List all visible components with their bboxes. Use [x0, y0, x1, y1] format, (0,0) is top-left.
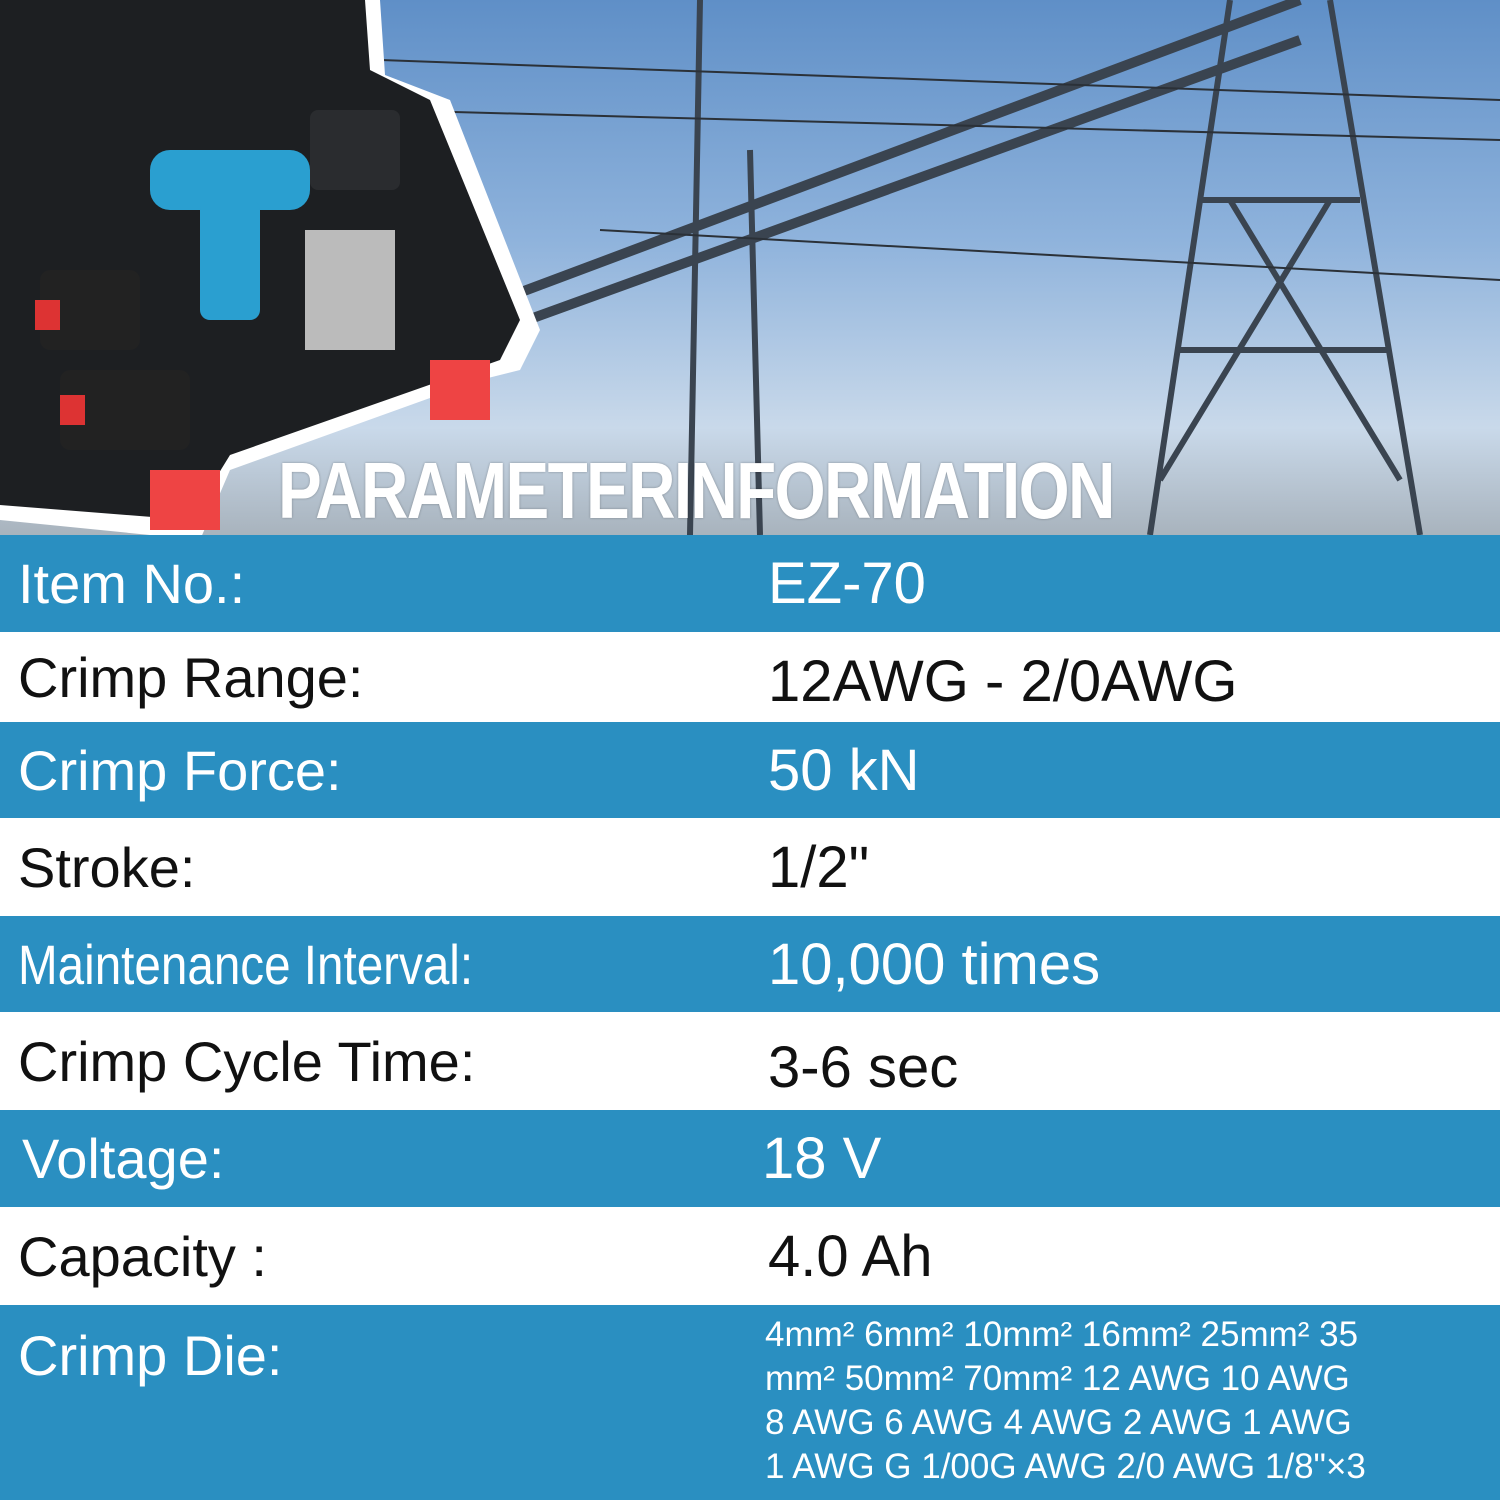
spec-value: 12AWG - 2/0AWG — [768, 649, 1238, 714]
spec-value: EZ-70 — [768, 551, 926, 616]
spec-label: Crimp Range: — [18, 645, 364, 709]
spec-value: 50 kN — [768, 737, 920, 803]
spec-row-capacity: Capacity : 4.0 Ah — [0, 1207, 1500, 1305]
spec-value: 3-6 sec — [768, 1035, 959, 1100]
spec-value: 1/2" — [768, 834, 870, 900]
spec-label: Item No.: — [18, 552, 246, 615]
spec-row-maintenance-interval: Maintenance Interval: 10,000 times — [0, 916, 1500, 1012]
power-tower-illustration — [0, 0, 1500, 535]
spec-value: 10,000 times — [768, 931, 1101, 997]
spec-value: 18 V — [762, 1126, 882, 1191]
hero-image: PARAMETERINFORMATION — [0, 0, 1500, 535]
spec-row-crimp-cycle-time: Crimp Cycle Time: 3-6 sec — [0, 1012, 1500, 1110]
crimp-die-list: 4mm² 6mm² 10mm² 16mm² 25mm² 35 mm² 50mm²… — [765, 1313, 1485, 1489]
page-title: PARAMETERINFORMATION — [278, 446, 1115, 535]
crimp-die-line: 1 AWG G 1/00G AWG 2/0 AWG 1/8"×3 — [765, 1447, 1366, 1486]
spec-row-crimp-force: Crimp Force: 50 kN — [0, 722, 1500, 818]
spec-label: Voltage: — [22, 1127, 225, 1190]
crimp-die-line: 4mm² 6mm² 10mm² 16mm² 25mm² 35 — [765, 1315, 1359, 1354]
spec-row-stroke: Stroke: 1/2" — [0, 818, 1500, 916]
spec-row-voltage: Voltage: 18 V — [0, 1110, 1500, 1207]
spec-label: Stroke: — [18, 835, 196, 899]
spec-label: Crimp Force: — [18, 738, 342, 802]
crimp-die-line: mm² 50mm² 70mm² 12 AWG 10 AWG — [765, 1359, 1350, 1398]
spec-label: Crimp Die: — [18, 1324, 283, 1387]
spec-value: 4.0 Ah — [768, 1223, 933, 1289]
spec-label: Maintenance Interval: — [18, 932, 474, 996]
tool-case — [0, 0, 540, 535]
spec-label: Capacity : — [18, 1224, 267, 1288]
spec-row-crimp-range: Crimp Range: 12AWG - 2/0AWG — [0, 632, 1500, 722]
crimp-die-line: 8 AWG 6 AWG 4 AWG 2 AWG 1 AWG — [765, 1403, 1352, 1442]
spec-row-item-no: Item No.: EZ-70 — [0, 535, 1500, 632]
spec-label: Crimp Cycle Time: — [18, 1029, 476, 1093]
spec-row-crimp-die: Crimp Die: 4mm² 6mm² 10mm² 16mm² 25mm² 3… — [0, 1305, 1500, 1500]
